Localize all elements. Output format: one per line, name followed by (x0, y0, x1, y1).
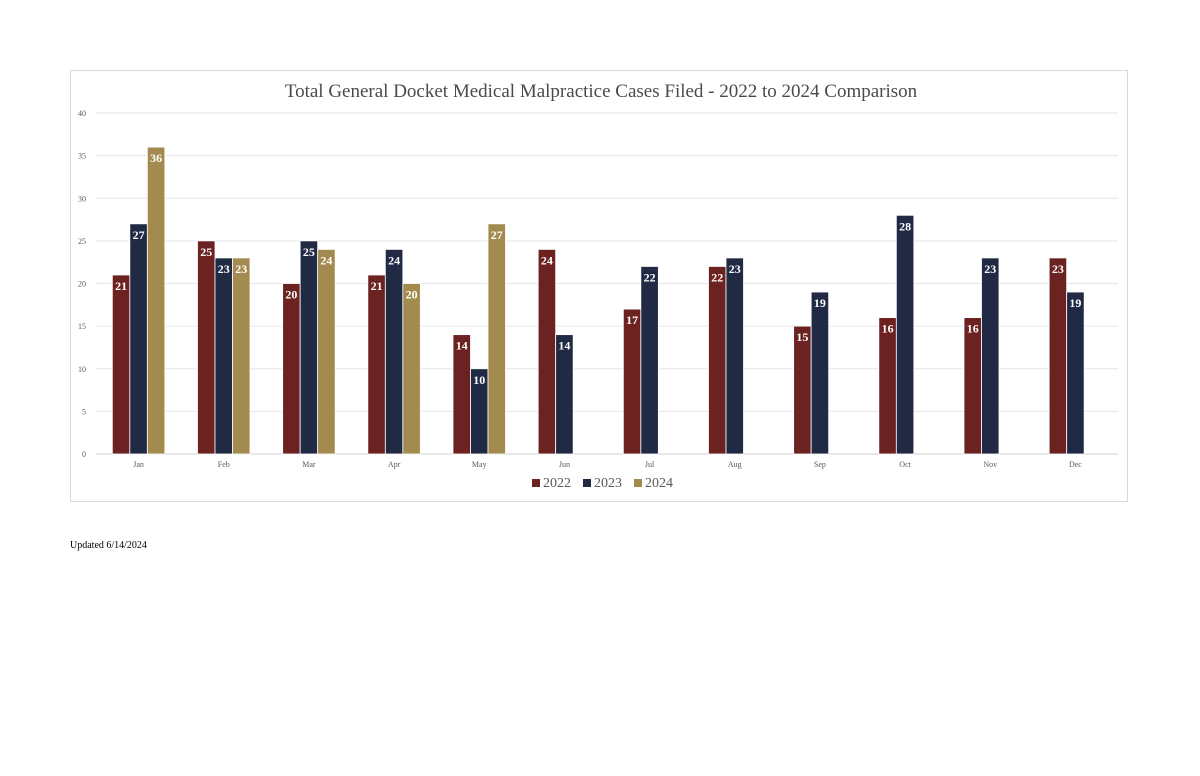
data-label: 24 (320, 253, 332, 267)
bar-2023-aug (725, 257, 744, 455)
data-label: 16 (882, 322, 894, 336)
gridlines (96, 112, 1118, 455)
legend-swatch-2024 (634, 479, 642, 487)
bar-2023-oct (895, 214, 915, 455)
legend-swatch-2022 (532, 479, 540, 487)
data-label: 15 (796, 330, 808, 344)
bar-2024-may (487, 223, 506, 455)
bar-2023-jan (129, 223, 148, 455)
bar-2023-sep (810, 291, 830, 455)
data-label: 14 (456, 339, 468, 353)
y-tick-label: 5 (82, 407, 86, 416)
bar-2022-jun (537, 248, 557, 455)
data-label: 24 (541, 253, 553, 267)
legend-swatch-2023 (583, 479, 591, 487)
data-label: 27 (491, 228, 503, 242)
bar-2024-feb (232, 257, 251, 455)
x-axis-ticks: Jan Feb Mar Apr May Jun Jul Aug Sep Oct Nov Dec (133, 460, 1082, 469)
data-labels: 21 25 20 21 14 24 17 22 15 16 16 23 27 23 25 24 10 14 22 23… (115, 151, 1081, 387)
data-label: 22 (644, 270, 656, 284)
x-tick-label: Jun (559, 460, 570, 469)
bar-2023-nov (981, 257, 1000, 455)
y-tick-label: 10 (78, 365, 86, 374)
bar-2022-nov (963, 317, 982, 455)
bar-2022-mar (282, 283, 301, 455)
y-axis-ticks: 0 5 10 15 20 25 30 35 40 (78, 109, 86, 459)
y-tick-label: 20 (78, 280, 86, 289)
data-label: 28 (899, 219, 911, 233)
y-tick-label: 35 (78, 152, 86, 161)
chart-container: Total General Docket Medical Malpractice… (70, 70, 1128, 502)
legend-label-2022[interactable]: 2022 (543, 476, 571, 491)
data-label: 20 (406, 288, 418, 302)
bar-2023-mar (299, 240, 319, 455)
y-tick-label: 25 (78, 237, 86, 246)
data-label: 16 (967, 322, 979, 336)
bar-2023-jul (640, 266, 659, 455)
bar-2022-jan (111, 274, 131, 455)
data-label: 22 (711, 270, 723, 284)
data-label: 25 (303, 245, 315, 259)
chart-svg: Total General Docket Medical Malpractice… (78, 81, 1118, 491)
bar-2022-oct (878, 317, 897, 455)
x-tick-label: Jan (133, 460, 144, 469)
bar-2023-dec (1066, 291, 1085, 455)
data-label: 24 (388, 253, 400, 267)
data-label: 27 (133, 228, 145, 242)
x-tick-label: Mar (302, 460, 316, 469)
x-tick-label: Jul (645, 460, 655, 469)
legend[interactable]: 2022 2023 2024 (532, 476, 673, 491)
data-label: 23 (1052, 262, 1064, 276)
y-tick-label: 15 (78, 322, 86, 331)
data-label: 20 (285, 288, 297, 302)
x-tick-label: May (472, 460, 487, 469)
bar-2022-dec (1048, 257, 1068, 455)
updated-note: Updated 6/14/2024 (70, 540, 147, 551)
data-label: 23 (984, 262, 996, 276)
bar-2023-apr (384, 248, 404, 455)
x-tick-label: Aug (728, 460, 742, 469)
bar-2023-jun (555, 334, 574, 455)
data-label: 36 (150, 151, 162, 165)
bar-2024-jan (146, 146, 166, 455)
bar-2023-feb (214, 257, 233, 455)
y-tick-label: 40 (78, 109, 86, 118)
bar-2022-feb (197, 240, 216, 455)
bars (111, 146, 1085, 455)
legend-label-2023[interactable]: 2023 (594, 476, 622, 491)
y-tick-label: 30 (78, 194, 86, 203)
legend-label-2024[interactable]: 2024 (645, 476, 673, 491)
x-tick-label: Nov (983, 460, 997, 469)
x-tick-label: Dec (1069, 460, 1082, 469)
data-label: 25 (200, 245, 212, 259)
data-label: 23 (218, 262, 230, 276)
data-label: 14 (558, 339, 570, 353)
x-tick-label: Feb (218, 460, 230, 469)
x-tick-label: Apr (388, 460, 401, 469)
bar-2022-jul (622, 308, 642, 455)
bar-2022-sep (793, 325, 812, 455)
bar-2024-apr (402, 283, 421, 455)
data-label: 21 (371, 279, 383, 293)
y-tick-label: 0 (82, 450, 86, 459)
x-tick-label: Sep (814, 460, 826, 469)
data-label: 23 (235, 262, 247, 276)
data-label: 19 (1069, 296, 1081, 310)
data-label: 10 (473, 373, 485, 387)
bar-2024-mar (317, 248, 336, 455)
x-tick-label: Oct (899, 460, 911, 469)
data-label: 19 (814, 296, 826, 310)
bar-2022-aug (708, 266, 727, 455)
data-label: 17 (626, 313, 638, 327)
bar-2022-apr (367, 274, 386, 455)
chart-title: Total General Docket Medical Malpractice… (285, 81, 918, 102)
data-label: 23 (729, 262, 741, 276)
data-label: 21 (115, 279, 127, 293)
